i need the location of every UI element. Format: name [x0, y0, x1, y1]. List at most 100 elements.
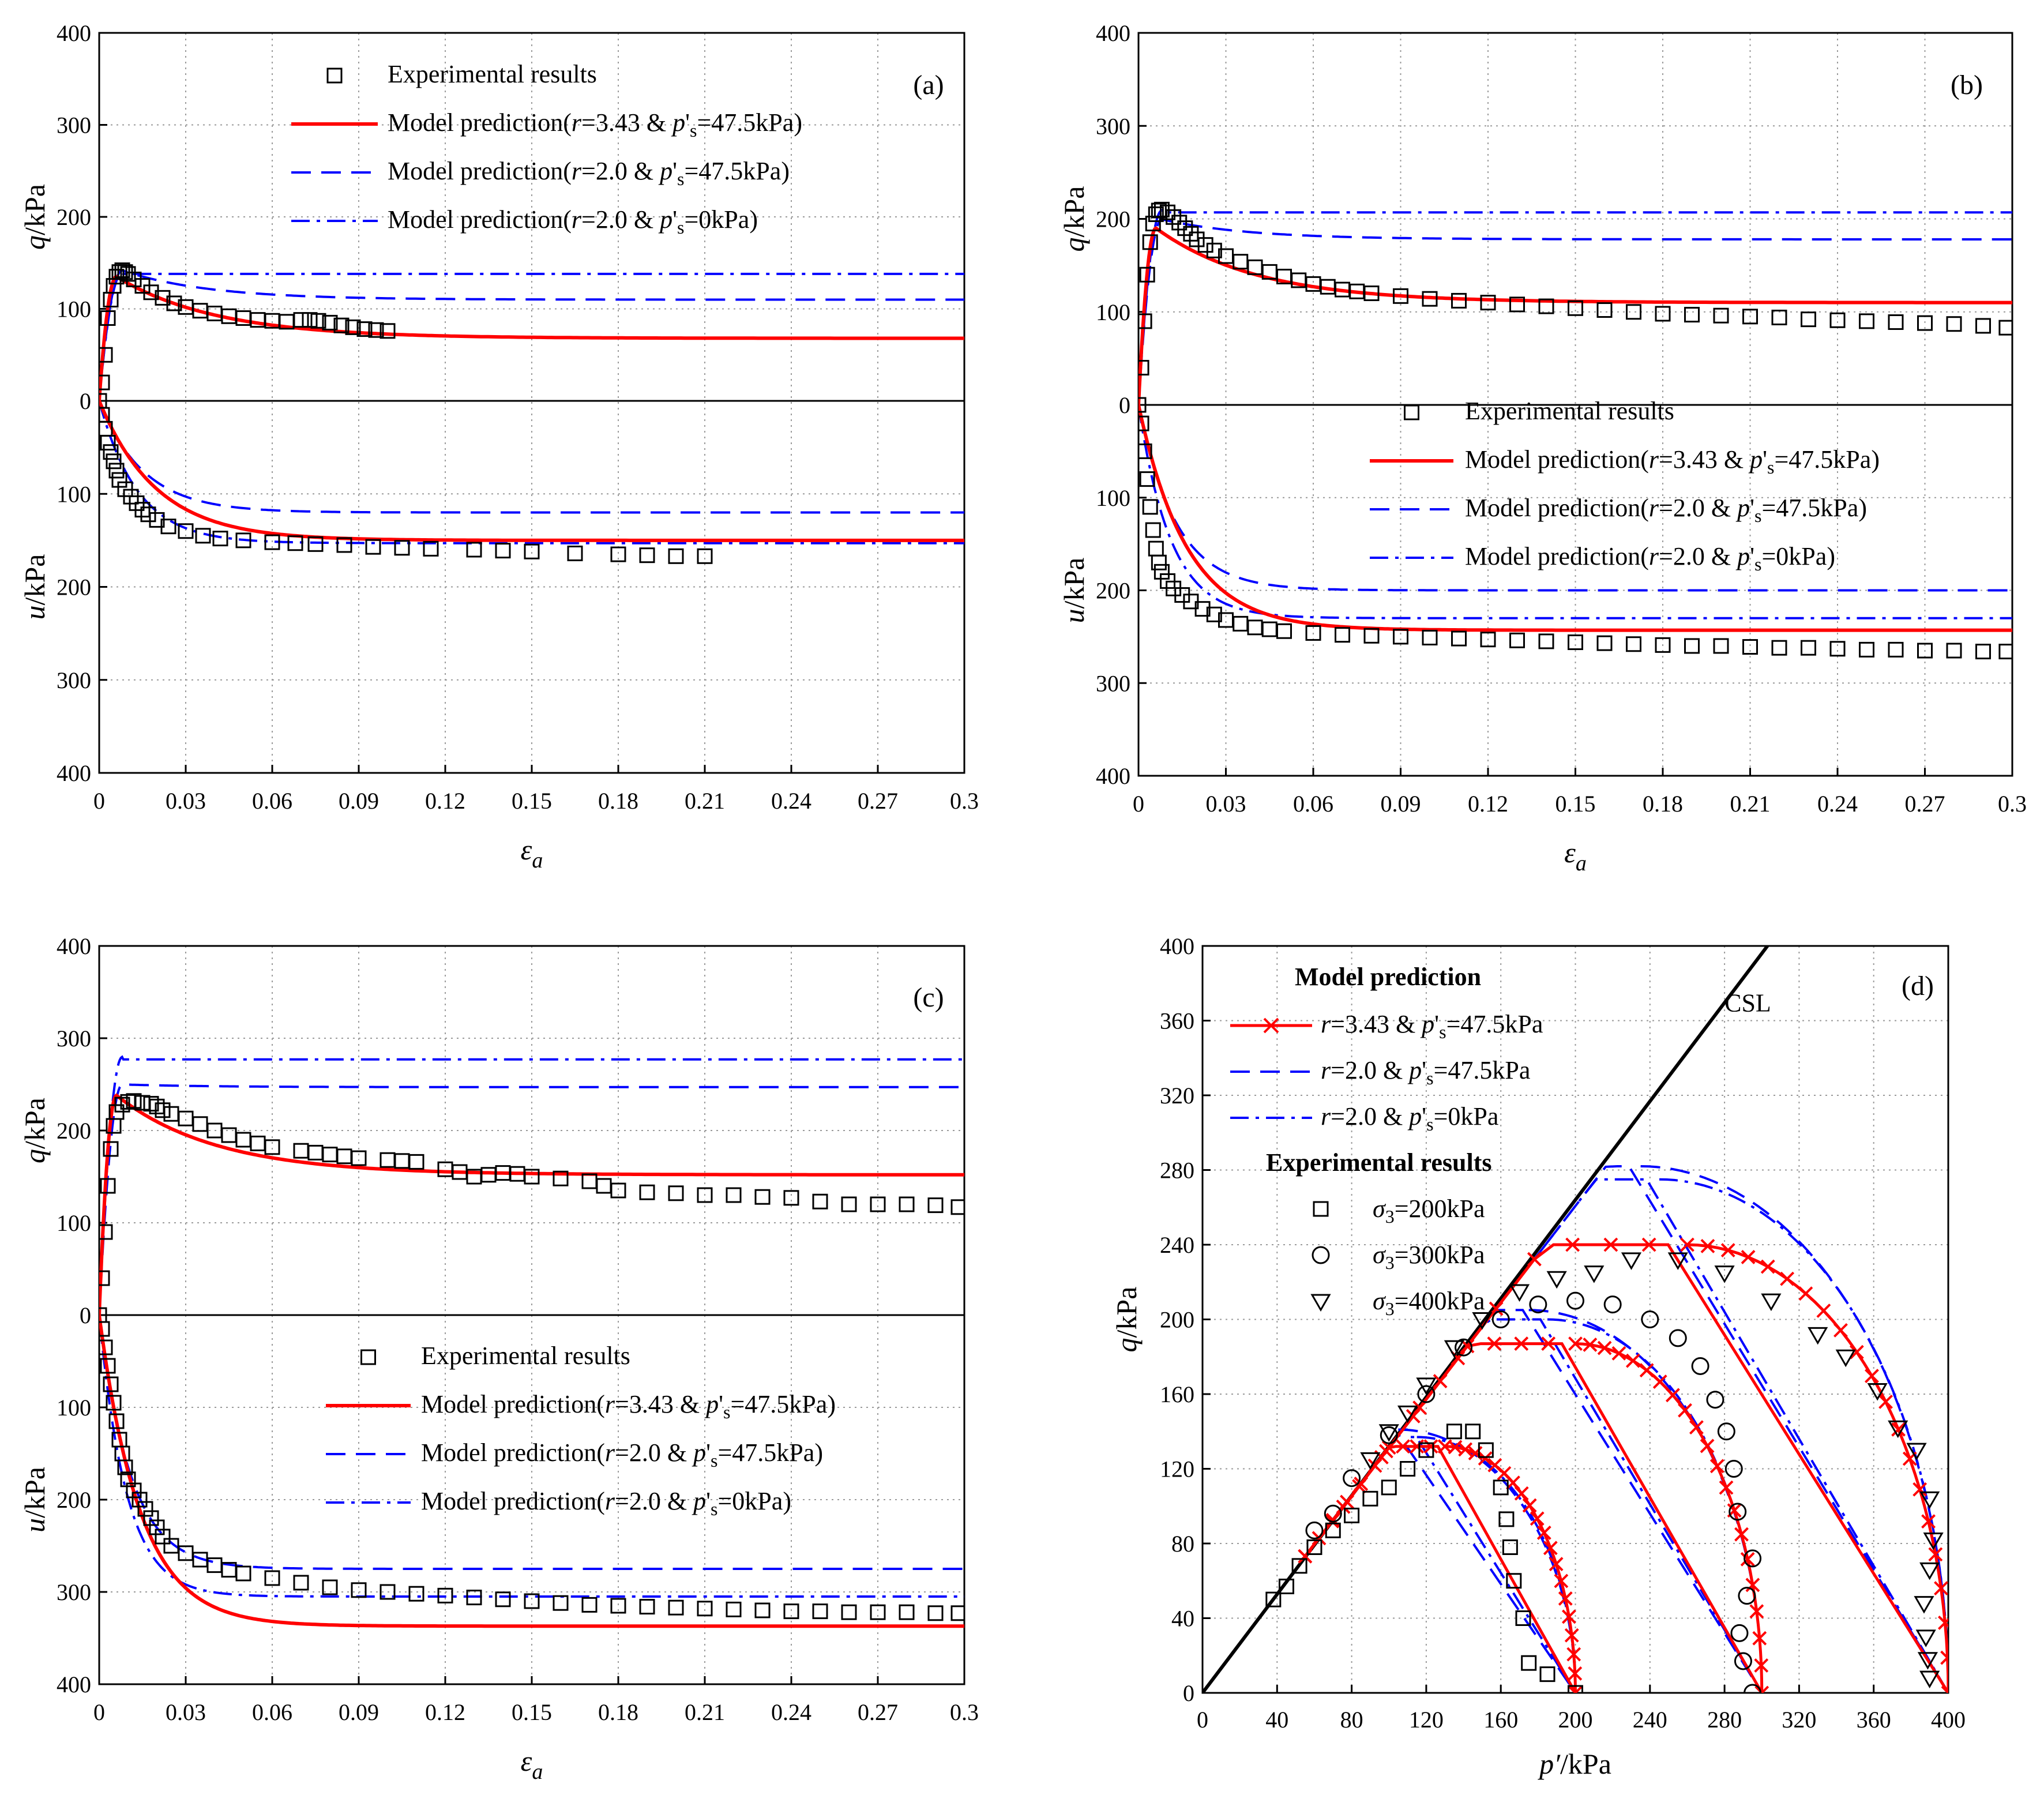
stress-path-marker: [1536, 1526, 1551, 1540]
exp-q-point: [143, 284, 159, 301]
stress-path-marker: [1941, 1685, 1948, 1693]
q-tick-label: 0: [80, 388, 91, 414]
legend-text-part: p: [658, 157, 672, 185]
exp-q-point: [1363, 286, 1380, 301]
stress-path-marker: [1752, 1631, 1767, 1646]
legend-text-part: ': [1422, 1102, 1426, 1131]
u-tick-label: 200: [57, 574, 91, 600]
x-axis-label-var: p′: [1538, 1748, 1561, 1780]
q-tick-label: 200: [57, 1118, 91, 1144]
exp-u-point: [264, 534, 280, 550]
legend-text-part: ': [672, 205, 677, 234]
exp-400-point: [1360, 1452, 1381, 1470]
legend-text-part: ): [827, 1390, 836, 1418]
x-tick-label: 0.03: [166, 1699, 206, 1725]
exp-q-point: [1160, 204, 1175, 220]
u-tick-label: 200: [1096, 578, 1130, 604]
legend-experimental: Experimental results: [421, 1342, 630, 1370]
legend-text-part: s: [1426, 1114, 1433, 1135]
exp-u-point: [100, 435, 116, 451]
q-tick-label: 400: [57, 20, 91, 46]
legend-exp-2: σ3=400kPa: [1373, 1287, 1485, 1319]
exp-u-point: [1139, 471, 1155, 487]
exp-u-point: [235, 532, 251, 549]
x-tick-label: 0.12: [425, 788, 465, 814]
legend-exp-0: σ3=200kPa: [1373, 1195, 1485, 1227]
x-tick-label: 0.15: [512, 1699, 552, 1725]
stress-path-marker: [1849, 1344, 1864, 1359]
stress-path-marker: [1549, 1557, 1564, 1572]
exp-300-point: [1706, 1391, 1724, 1409]
legend-text-part: =200kPa: [1395, 1195, 1485, 1223]
legend-text-part: =2.0 &: [1659, 542, 1737, 570]
stress-path-marker: [1583, 1338, 1598, 1352]
exp-u-point: [610, 1598, 626, 1614]
legend-text-part: =0kPa: [684, 205, 749, 234]
exp-u-point: [1801, 640, 1816, 656]
exp-u-point: [1451, 630, 1467, 647]
exp-u-point: [134, 502, 151, 518]
exp-q-point: [264, 1139, 280, 1155]
exp-q-point: [1148, 206, 1164, 222]
exp-u-point: [610, 546, 626, 562]
exp-400-point: [1397, 1405, 1418, 1424]
exp-u-point: [1509, 632, 1525, 648]
stress-path-marker: [1489, 1301, 1504, 1316]
legend-text-part: ): [1827, 542, 1835, 570]
exp-u-point: [120, 1471, 136, 1488]
exp-400-point: [1584, 1265, 1605, 1283]
legend-text-part: 3: [1385, 1206, 1395, 1227]
exp-200-point: [1306, 1539, 1322, 1555]
x-tick-label: 0.15: [1555, 791, 1596, 817]
x-axis-label-sub: a: [532, 1760, 543, 1784]
legend-text-part: s: [677, 168, 684, 189]
exp-q-point: [553, 1170, 569, 1186]
exp-q-point: [100, 1178, 116, 1194]
legend-text-part: p: [1420, 1010, 1434, 1038]
x-tick-label: 0.09: [339, 1699, 379, 1725]
stress-path-marker: [1780, 1271, 1795, 1286]
exp-300-point: [1738, 1587, 1756, 1605]
stress-path-marker: [1719, 1480, 1734, 1495]
exp-u-point: [143, 1510, 159, 1526]
exp-300-point: [1566, 1291, 1584, 1310]
x-tick-label: 280: [1707, 1707, 1742, 1733]
u-curve-r343: [99, 1314, 964, 1628]
exp-400-point: [1915, 1629, 1936, 1647]
exp-u-point: [950, 1605, 964, 1621]
exp-u-point: [754, 1602, 771, 1618]
stress-path-marker: [1522, 1498, 1537, 1513]
x-axis-label-sub: a: [1576, 851, 1587, 876]
stress-path-marker: [1754, 1658, 1769, 1673]
q-curve-r20-ps47: [1139, 218, 2012, 405]
exp-400-point: [1867, 1383, 1888, 1401]
q-axis-label: q/kPa: [18, 184, 51, 250]
exp-q-point: [380, 323, 396, 339]
legend-text-part: r: [572, 108, 582, 137]
x-tick-label: 0.12: [1468, 791, 1508, 817]
stress-path-r20-ps47: [1407, 1165, 1948, 1693]
exp-200-point: [1381, 1479, 1397, 1496]
exp-q-point: [1166, 209, 1182, 225]
legend-text-part: s: [711, 1450, 717, 1471]
stress-path-marker: [1565, 1237, 1580, 1252]
exp-400-point: [1546, 1271, 1567, 1289]
x-tick-label: 0: [93, 1699, 105, 1725]
exp-200-point: [1291, 1558, 1307, 1574]
x-tick-label: 0.15: [512, 788, 552, 814]
q-tick-label: 0: [1119, 392, 1130, 418]
stress-path-marker: [1891, 1422, 1906, 1437]
x-tick-label: 0.3: [1998, 791, 2027, 817]
stress-path-marker: [1749, 1604, 1764, 1619]
legend-square-marker: [360, 1349, 376, 1365]
legend-text-part: r: [1649, 542, 1659, 570]
exp-q-point: [1568, 300, 1583, 316]
stress-path-marker: [1514, 1336, 1529, 1351]
exp-400-point: [1378, 1424, 1399, 1442]
legend-text-part: =300kPa: [1395, 1241, 1485, 1269]
stress-path-marker: [1478, 1451, 1493, 1466]
exp-300-point: [1724, 1460, 1743, 1478]
exp-u-point: [524, 543, 540, 559]
exp-u-point: [100, 1358, 116, 1374]
